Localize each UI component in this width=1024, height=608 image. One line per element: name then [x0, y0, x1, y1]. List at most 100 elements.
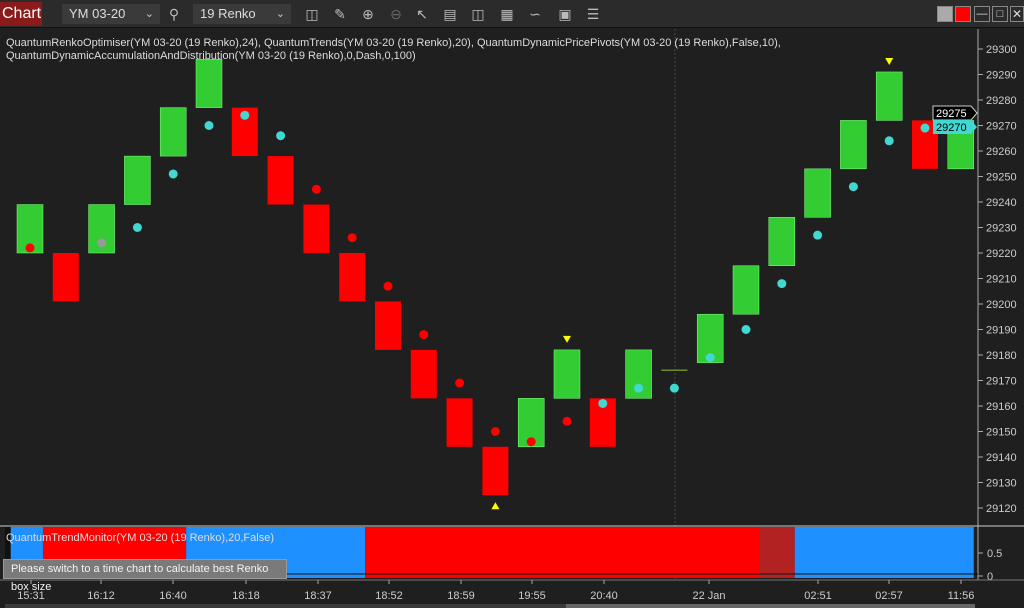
- renko-brick-up: [804, 168, 831, 218]
- trend-dot: [741, 325, 751, 334]
- current-value-label: 29270: [936, 122, 967, 134]
- time-tick-label: 18:18: [232, 590, 260, 602]
- trend-dot: [97, 238, 107, 248]
- trend-segment-none: [5, 527, 11, 578]
- time-tick-label: 15:31: [17, 590, 45, 602]
- hint-message: Please switch to a time chart to calcula…: [3, 559, 287, 593]
- time-tick-label: 11:56: [948, 590, 975, 602]
- trend-dot: [598, 398, 608, 408]
- zoom-in-icon[interactable]: ⊕: [362, 6, 374, 22]
- minimize-button[interactable]: —: [974, 6, 990, 22]
- price-tick-label: 29290: [986, 70, 1017, 82]
- instrument-value: YM 03-20: [69, 6, 126, 21]
- renko-brick-down: [446, 398, 473, 447]
- renko-brick-down: [303, 204, 330, 253]
- time-tick-label: 02:57: [875, 590, 903, 602]
- plot-background: [0, 29, 1024, 608]
- trend-segment-weak: [758, 527, 795, 578]
- trend-dot: [490, 427, 500, 436]
- trend-dot: [705, 353, 715, 363]
- chevron-down-icon: ⌄: [144, 8, 154, 20]
- chart-tab[interactable]: Chart: [0, 2, 42, 26]
- time-tick-label: 18:37: [304, 590, 332, 602]
- price-tick-label: 29260: [986, 146, 1017, 158]
- price-tick-label: 29250: [986, 172, 1017, 184]
- templates-icon[interactable]: ▣: [558, 6, 572, 22]
- strategy-icon[interactable]: ∽: [529, 6, 541, 22]
- price-tick-label: 29120: [986, 503, 1017, 515]
- search-icon[interactable]: ⚲: [168, 6, 180, 22]
- pencil-icon[interactable]: ✎: [334, 6, 346, 22]
- price-tick-label: 29150: [986, 427, 1017, 439]
- trend-dot: [276, 131, 286, 141]
- scrollbar-thumb[interactable]: [566, 604, 975, 608]
- menu-list-icon[interactable]: ☰: [586, 6, 600, 22]
- trend-monitor-label: QuantumTrendMonitor(YM 03-20 (19 Renko),…: [6, 532, 274, 544]
- data-box-icon[interactable]: ▤: [443, 6, 457, 22]
- horizontal-scrollbar[interactable]: [5, 604, 975, 608]
- current-value-marker: [933, 120, 977, 134]
- time-tick-label: 02:51: [804, 590, 832, 602]
- trend-tick-label: 0.5: [987, 548, 1002, 560]
- indicators-icon[interactable]: ▦: [500, 6, 514, 22]
- price-tick-label: 29300: [986, 44, 1017, 56]
- trend-dot: [419, 330, 429, 340]
- renko-brick-down: [267, 156, 294, 205]
- time-tick-label: 19:55: [518, 590, 546, 602]
- trend-dot: [347, 233, 357, 243]
- price-tick-label: 29210: [986, 274, 1017, 286]
- time-tick-label: 16:12: [87, 590, 115, 602]
- properties-icon[interactable]: ◫: [471, 6, 485, 22]
- trend-dot: [240, 110, 250, 120]
- price-tick-label: 29230: [986, 223, 1017, 235]
- trend-dot: [669, 383, 679, 393]
- toolbar: Chart YM 03-20 ⌄ ⚲ 19 Renko ⌄ ◫ ✎ ⊕ ⊖ ↖ ▤ …: [0, 0, 1024, 28]
- period-selector[interactable]: 19 Renko ⌄: [193, 4, 291, 24]
- trend-dot: [455, 378, 465, 388]
- red-square-button[interactable]: [955, 6, 971, 22]
- maximize-button[interactable]: □: [992, 6, 1008, 22]
- renko-brick-up: [768, 217, 796, 267]
- pivot-high-triangle: [563, 335, 571, 343]
- price-tick-label: 29200: [986, 299, 1017, 311]
- trend-dot: [848, 182, 858, 192]
- renko-brick-up: [195, 58, 223, 108]
- trend-tick-label: 0: [987, 571, 993, 583]
- pivot-high-triangle: [885, 57, 894, 65]
- indicator-list: QuantumRenkoOptimiser(YM 03-20 (19 Renko…: [6, 37, 781, 63]
- price-tick-label: 29140: [986, 452, 1017, 464]
- renko-brick-down: [410, 349, 437, 399]
- renko-brick-down: [339, 253, 366, 302]
- last-price-label: 29275: [936, 108, 967, 120]
- pointer-icon[interactable]: ↖: [416, 6, 428, 22]
- renko-brick-up: [875, 71, 903, 121]
- renko-brick-up: [553, 349, 581, 399]
- trend-dot: [132, 223, 142, 232]
- trend-dot: [562, 416, 572, 426]
- indicator-line-2: QuantumDynamicAccumulationAndDistributio…: [6, 50, 416, 62]
- period-value: 19 Renko: [200, 6, 256, 21]
- renko-brick-up: [732, 265, 760, 315]
- trend-dot: [25, 243, 35, 253]
- last-price-marker: [932, 105, 978, 121]
- gray-square-button[interactable]: [937, 6, 953, 22]
- trend-dot: [168, 169, 178, 179]
- price-tick-label: 29280: [986, 95, 1017, 107]
- trend-dot: [204, 121, 214, 130]
- price-tick-label: 29170: [986, 376, 1017, 388]
- instrument-selector[interactable]: YM 03-20 ⌄: [62, 4, 160, 24]
- time-tick-label: 22 Jan: [692, 590, 725, 602]
- renko-brick-up: [840, 120, 867, 170]
- trend-dot: [777, 279, 787, 289]
- bar-style-icon[interactable]: ◫: [305, 6, 319, 22]
- renko-brick-up: [159, 107, 187, 157]
- pivot-low-triangle: [491, 502, 500, 510]
- trend-dot: [526, 437, 536, 447]
- price-tick-label: 29130: [986, 478, 1017, 490]
- zoom-out-icon[interactable]: ⊖: [390, 6, 402, 22]
- trend-dot: [884, 136, 894, 146]
- price-tick-label: 29270: [986, 121, 1017, 133]
- trend-dot: [634, 383, 644, 393]
- price-tick-label: 29220: [986, 248, 1017, 260]
